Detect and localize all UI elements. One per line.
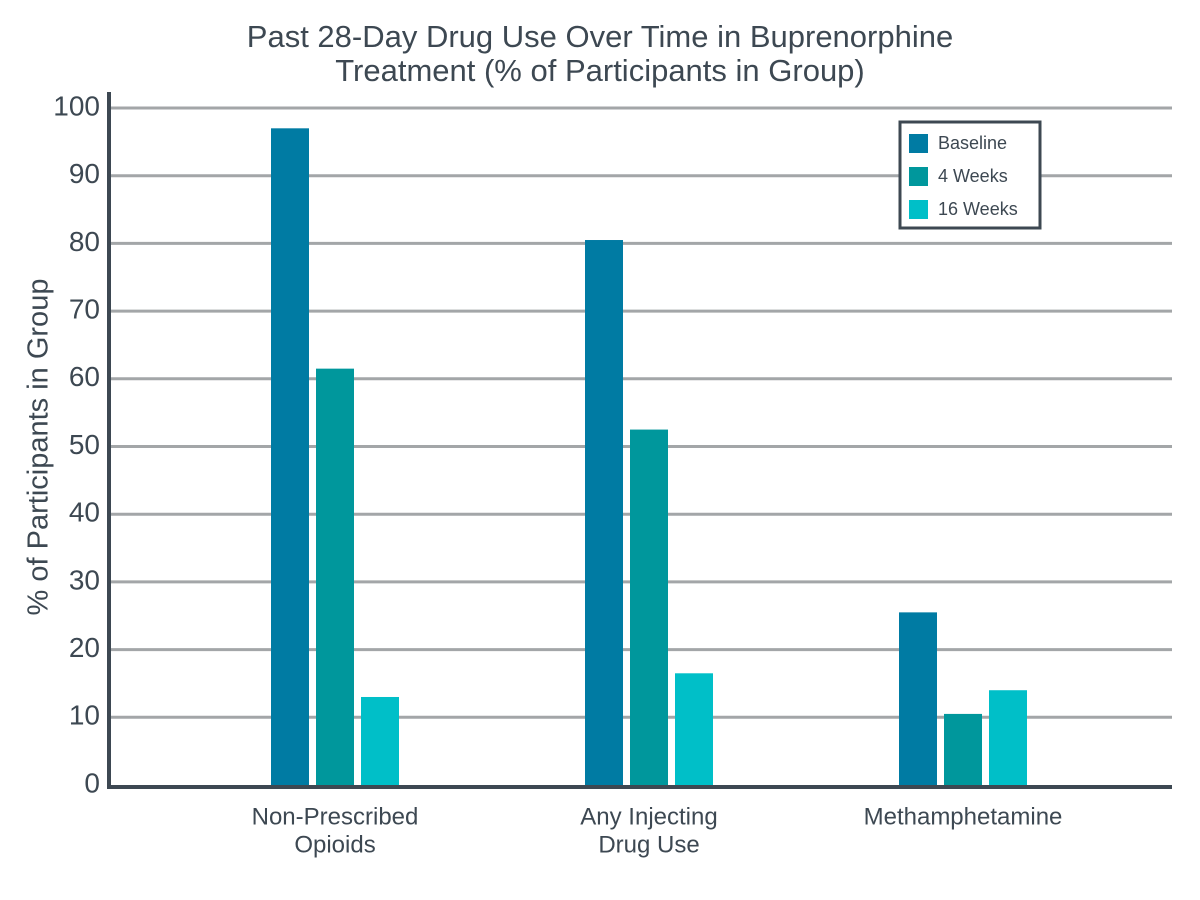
legend-swatch-2 [909,200,928,219]
axes [107,92,1172,789]
x-category-label-2-0: Methamphetamine [864,803,1063,830]
y-tick-label-100: 100 [53,90,100,121]
bars [271,128,1027,785]
legend: Baseline 4 Weeks 16 Weeks [898,120,1042,230]
y-tick-label-70: 70 [69,293,100,324]
legend-label-0: Baseline [938,133,1007,153]
bar-baseline-1 [585,240,623,785]
legend-label-2: 16 Weeks [938,199,1018,219]
y-axis-label: % of Participants in Group [23,279,55,616]
chart-title-line-2: Treatment (% of Participants in Group) [335,53,865,88]
bar-4-weeks-2 [944,713,982,785]
bar-4-weeks-0 [316,368,354,785]
y-tick-labels: 0 10 20 30 40 50 60 70 80 90 100 [53,90,100,798]
y-tick-label-60: 60 [69,361,100,392]
bar-16-weeks-1 [675,673,713,785]
bar-16-weeks-0 [361,696,399,785]
y-tick-label-90: 90 [69,158,100,189]
y-tick-label-10: 10 [69,700,100,731]
y-tick-label-0: 0 [84,767,100,798]
chart-title: Past 28-Day Drug Use Over Time in Bupren… [0,20,1200,88]
x-category-label-1-1: Drug Use [598,831,699,858]
y-tick-label-20: 20 [69,632,100,663]
bar-baseline-2 [899,612,937,785]
legend-label-1: 4 Weeks [938,166,1008,186]
y-tick-label-40: 40 [69,497,100,528]
bar-4-weeks-1 [630,429,668,785]
bar-baseline-0 [271,128,309,785]
legend-swatch-0 [909,134,928,153]
legend-swatch-1 [909,167,928,186]
x-category-label-0-1: Opioids [294,831,375,858]
x-category-label-1-0: Any Injecting [580,803,717,830]
bar-16-weeks-2 [989,690,1027,785]
y-tick-label-80: 80 [69,226,100,257]
y-tick-label-50: 50 [69,429,100,460]
x-category-label-0-0: Non-Prescribed [252,803,419,830]
chart-title-line-1: Past 28-Day Drug Use Over Time in Bupren… [246,19,954,54]
y-tick-label-30: 30 [69,564,100,595]
